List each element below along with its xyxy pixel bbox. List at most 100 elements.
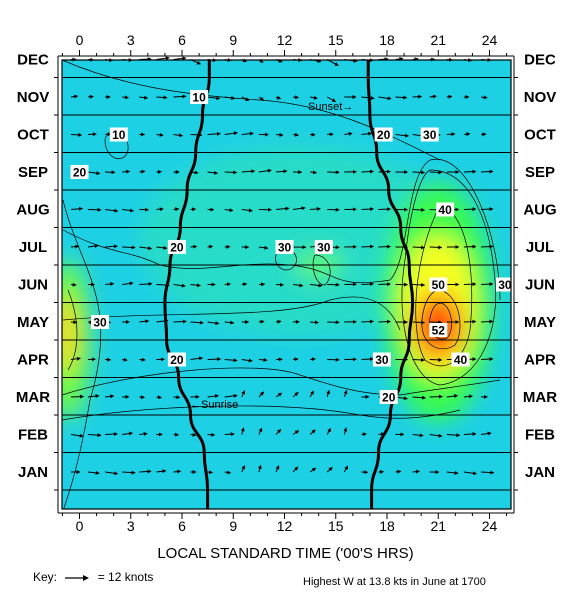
contour-label: 50	[432, 278, 446, 292]
x-tick-label-bottom: 15	[328, 518, 344, 534]
wind-vector	[105, 471, 119, 476]
wind-vector	[480, 470, 495, 475]
wind-vector	[173, 469, 182, 474]
wind-vector	[105, 208, 119, 213]
month-label-right: OCT	[524, 127, 556, 144]
peak-label-bg	[429, 323, 448, 337]
wind-vector	[156, 56, 170, 61]
wind-vector	[70, 132, 83, 137]
wind-vector	[310, 206, 321, 211]
month-gridlines	[62, 77, 511, 491]
wind-vector	[275, 206, 290, 211]
month-label-right: MAY	[524, 314, 556, 331]
wind-vector	[429, 394, 443, 399]
contour-line-5	[61, 405, 461, 421]
wind-vector	[412, 320, 426, 325]
key-arrow-icon	[65, 574, 90, 581]
sunrise-sunset-lines: ←Sunrise Sunset→	[163, 60, 415, 510]
wind-vector	[292, 357, 299, 362]
wind-vector	[429, 357, 443, 362]
wind-vector	[207, 470, 214, 475]
wind-vector	[463, 169, 477, 174]
wind-vector	[70, 394, 85, 399]
wind-vector	[258, 245, 269, 250]
wind-vector	[122, 208, 134, 213]
contour-label-bg	[451, 352, 470, 367]
wind-vector	[156, 245, 168, 250]
wind-vector	[122, 281, 134, 286]
wind-vector	[343, 389, 348, 398]
wind-vector	[378, 207, 391, 212]
contour-label-bg	[374, 127, 393, 142]
wind-vector	[190, 356, 204, 361]
wind-vector	[446, 132, 456, 137]
wind-vector	[241, 96, 250, 101]
month-label-right: DEC	[524, 52, 556, 69]
wind-vector	[275, 465, 280, 473]
wind-vector	[122, 431, 133, 436]
wind-vector	[463, 207, 477, 212]
wind-vector	[139, 395, 145, 400]
x-tick-label-top: 0	[76, 32, 84, 48]
month-label-right: JAN	[525, 464, 555, 481]
contour-label: 20	[377, 128, 391, 142]
wind-vector	[70, 244, 80, 249]
wind-vector	[480, 207, 494, 212]
wind-vector	[275, 319, 282, 324]
wind-vector	[139, 432, 148, 436]
wind-vector	[70, 206, 83, 211]
x-tick-label-bottom: 24	[482, 518, 498, 534]
contour-label-bg	[70, 165, 89, 179]
wind-vector	[378, 282, 391, 287]
wind-vector	[292, 283, 304, 288]
wind-vector	[156, 169, 162, 174]
peak-label: 52	[432, 324, 446, 338]
month-label-left: JUN	[18, 277, 48, 294]
wind-vector	[258, 168, 272, 173]
wind-vector	[190, 244, 198, 249]
wind-vector	[412, 245, 426, 250]
wind-vector	[87, 171, 101, 176]
wind-vector	[241, 169, 256, 174]
wind-vector	[207, 321, 220, 326]
wind-vector	[173, 283, 186, 288]
wind-vector	[258, 357, 268, 362]
key-value: = 12 knots	[97, 570, 154, 584]
wind-vector	[224, 470, 232, 475]
contour-label: 30	[498, 278, 512, 292]
contour-label-bg	[314, 240, 333, 254]
wind-vector	[480, 244, 494, 249]
wind-vector	[480, 319, 494, 324]
x-tick-label-top: 6	[178, 32, 186, 48]
wind-vector	[463, 132, 471, 137]
wind-vector	[343, 427, 348, 435]
sunset-label: Sunset→	[308, 101, 353, 113]
wind-vector	[429, 170, 443, 175]
sunrise-label: ←Sunrise	[190, 399, 238, 411]
wind-vector	[395, 95, 408, 100]
x-axis-title: LOCAL STANDARD TIME ('00'S HRS)	[157, 545, 414, 562]
month-label-right: NOV	[524, 89, 557, 106]
x-tick-label-top: 18	[379, 32, 395, 48]
wind-vector	[105, 281, 115, 286]
wind-vector	[480, 95, 488, 100]
contour-label: 20	[170, 241, 184, 255]
wind-vector	[361, 357, 374, 362]
wind-vector	[224, 358, 238, 363]
wind-vector	[310, 357, 316, 362]
wind-vector	[190, 432, 197, 437]
wind-vector	[412, 94, 423, 99]
wind-vector	[224, 432, 235, 437]
wind-vector	[446, 394, 459, 399]
contour-label: 40	[438, 203, 452, 217]
wind-vector	[292, 430, 300, 435]
wind-vector	[309, 429, 316, 435]
wind-vector	[87, 132, 97, 137]
contour-label-bg	[372, 352, 391, 367]
peak-note: Highest W at 13.8 kts in June at 1700	[303, 576, 486, 588]
wind-vector	[139, 169, 146, 174]
wind-vector	[173, 56, 187, 61]
wind-vector	[275, 429, 282, 435]
wind-vector	[326, 466, 333, 473]
